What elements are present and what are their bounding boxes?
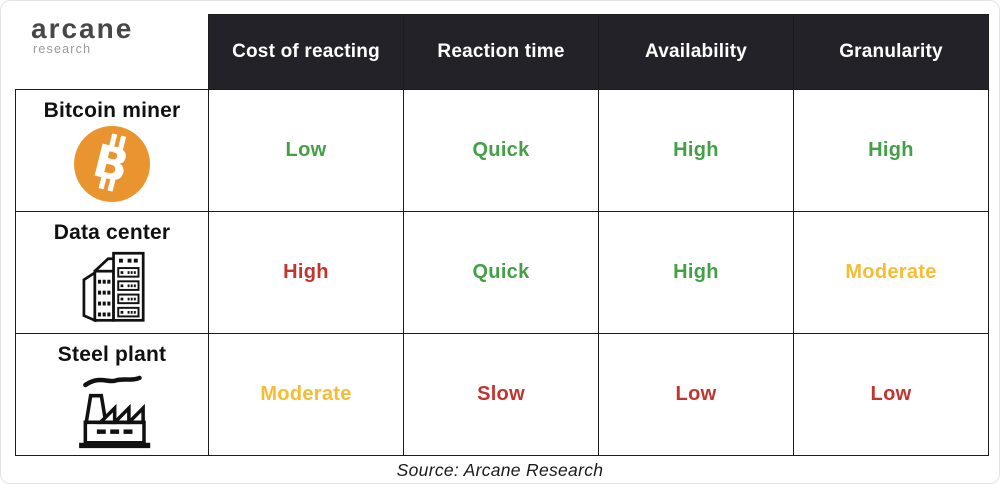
arcane-logo: arcane research bbox=[31, 13, 134, 57]
table-row-data-center: Data center bbox=[15, 211, 989, 334]
cell-steel-cost-of-reacting: Moderate bbox=[208, 333, 404, 456]
cell-datacenter-reaction-time: Quick bbox=[403, 211, 599, 334]
row-label: Steel plant bbox=[57, 343, 167, 366]
row-label: Bitcoin miner bbox=[43, 99, 181, 122]
row-header-steel-plant: Steel plant bbox=[15, 333, 209, 456]
cell-datacenter-cost-of-reacting: High bbox=[208, 211, 404, 334]
row-header-data-center: Data center bbox=[15, 211, 209, 334]
cell-datacenter-availability: High bbox=[598, 211, 794, 334]
table-row-steel-plant: Steel plant bbox=[15, 333, 989, 456]
row-header-bitcoin-miner: Bitcoin miner B bbox=[15, 89, 209, 212]
column-header-availability: Availability bbox=[598, 14, 794, 90]
cell-bitcoin-cost-of-reacting: Low bbox=[208, 89, 404, 212]
cell-bitcoin-reaction-time: Quick bbox=[403, 89, 599, 212]
source-attribution: Source: Arcane Research bbox=[396, 460, 604, 480]
table-row-bitcoin-miner: Bitcoin miner B Low Quick bbox=[15, 89, 989, 212]
column-header-granularity: Granularity bbox=[793, 14, 989, 90]
cell-datacenter-granularity: Moderate bbox=[793, 211, 989, 334]
logo-tagline: research bbox=[33, 42, 92, 57]
data-center-icon bbox=[16, 247, 208, 325]
cell-steel-availability: Low bbox=[598, 333, 794, 456]
empty-corner-cell bbox=[16, 15, 209, 90]
cell-bitcoin-availability: High bbox=[598, 89, 794, 212]
column-header-cost-of-reacting: Cost of reacting bbox=[208, 14, 404, 90]
cell-steel-reaction-time: Slow bbox=[403, 333, 599, 456]
cell-steel-granularity: Low bbox=[793, 333, 989, 456]
logo-wordmark: arcane bbox=[31, 13, 134, 44]
bitcoin-icon: B bbox=[16, 125, 208, 203]
steel-plant-icon bbox=[16, 369, 208, 449]
cell-bitcoin-granularity: High bbox=[793, 89, 989, 212]
header-row: Cost of reacting Reaction time Availabil… bbox=[16, 14, 989, 90]
comparison-table: Cost of reacting Reaction time Availabil… bbox=[15, 14, 989, 456]
row-label: Data center bbox=[53, 221, 171, 244]
column-header-reaction-time: Reaction time bbox=[403, 14, 599, 90]
